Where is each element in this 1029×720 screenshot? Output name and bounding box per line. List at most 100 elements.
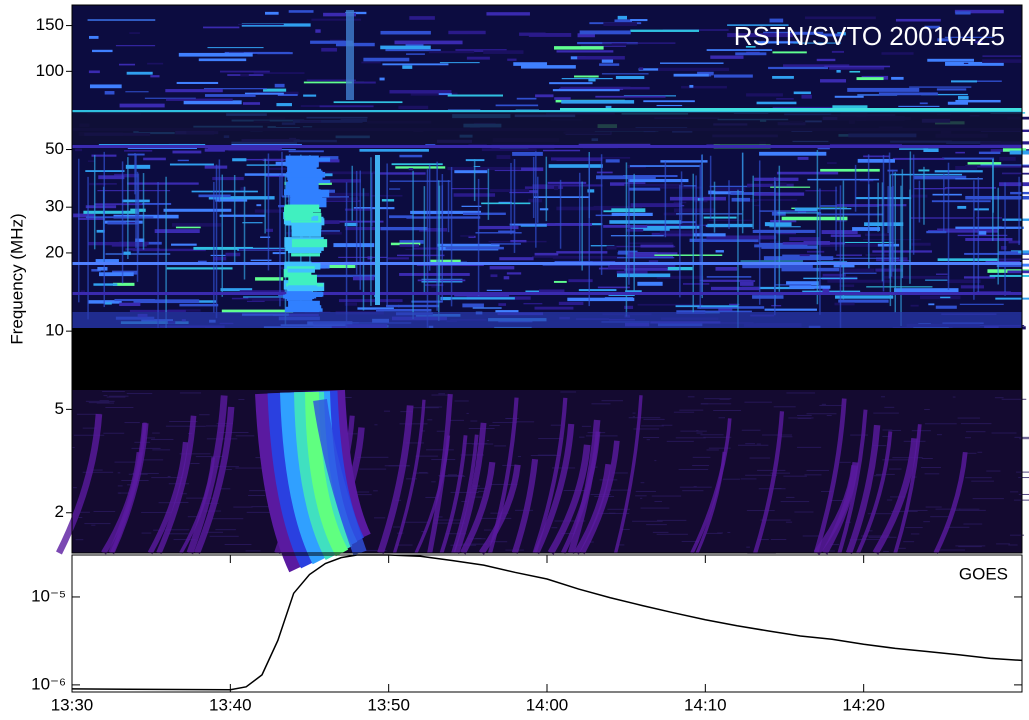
texture xyxy=(967,162,1002,165)
texture xyxy=(397,46,421,49)
texture xyxy=(630,29,700,32)
texture xyxy=(440,296,451,301)
texture xyxy=(251,299,300,302)
texture xyxy=(816,150,819,305)
texture xyxy=(219,70,270,73)
burst xyxy=(346,10,354,100)
texture xyxy=(406,216,481,219)
texture xyxy=(617,257,675,259)
texture xyxy=(894,172,897,313)
texture xyxy=(693,233,726,237)
texture xyxy=(578,172,581,265)
texture xyxy=(770,186,811,188)
texture xyxy=(914,175,967,180)
texture xyxy=(974,40,983,44)
texture xyxy=(588,541,594,543)
texture xyxy=(438,180,440,321)
texture xyxy=(492,421,517,423)
texture xyxy=(193,246,253,250)
texture xyxy=(628,242,673,245)
texture xyxy=(967,452,977,454)
texture xyxy=(486,289,502,291)
texture xyxy=(873,412,899,414)
texture xyxy=(213,256,227,261)
texture xyxy=(72,262,1022,265)
texture xyxy=(554,186,559,191)
texture xyxy=(166,267,233,270)
texture xyxy=(103,151,106,308)
texture xyxy=(503,276,510,280)
texture xyxy=(78,217,106,220)
burst xyxy=(284,214,312,221)
texture xyxy=(646,439,650,441)
texture xyxy=(979,258,1029,260)
texture xyxy=(531,255,563,258)
texture xyxy=(1018,176,1020,245)
texture xyxy=(700,154,703,297)
texture xyxy=(131,447,161,449)
texture xyxy=(976,216,1003,219)
texture xyxy=(654,460,657,462)
texture xyxy=(746,510,775,512)
texture xyxy=(611,43,627,46)
texture xyxy=(889,496,906,498)
texture xyxy=(770,472,791,474)
texture xyxy=(248,297,298,300)
texture xyxy=(643,100,695,103)
texture xyxy=(697,71,714,76)
texture xyxy=(83,210,140,214)
texture xyxy=(351,165,353,221)
texture xyxy=(462,303,484,308)
texture xyxy=(999,156,1016,161)
gap xyxy=(72,328,1022,390)
texture xyxy=(759,242,789,246)
texture xyxy=(681,540,700,542)
texture xyxy=(992,159,994,241)
texture xyxy=(579,436,585,438)
type-iii-burst xyxy=(414,435,451,554)
texture xyxy=(295,197,359,201)
texture xyxy=(178,52,253,57)
texture xyxy=(965,431,986,433)
texture xyxy=(955,545,986,547)
texture xyxy=(225,469,232,471)
texture xyxy=(890,186,893,277)
texture xyxy=(395,166,446,169)
texture xyxy=(895,18,941,22)
texture xyxy=(498,230,516,234)
texture xyxy=(426,449,454,451)
texture xyxy=(506,272,522,275)
texture xyxy=(820,490,832,492)
burst xyxy=(287,245,322,254)
texture xyxy=(489,483,518,485)
texture xyxy=(389,180,451,182)
texture xyxy=(835,295,894,299)
texture xyxy=(568,279,593,283)
texture xyxy=(872,445,887,447)
texture xyxy=(127,147,197,149)
texture xyxy=(505,417,512,419)
texture xyxy=(431,481,436,483)
texture xyxy=(409,16,435,20)
texture xyxy=(96,183,117,185)
texture xyxy=(911,430,931,432)
texture xyxy=(91,524,96,526)
texture xyxy=(924,473,940,475)
texture xyxy=(431,394,450,396)
type-iii-burst xyxy=(837,409,868,554)
y-tick-label: 2 xyxy=(55,502,64,521)
texture xyxy=(819,404,842,406)
texture xyxy=(770,220,797,223)
texture xyxy=(198,58,247,62)
texture xyxy=(797,417,812,419)
y-tick-label: 5 xyxy=(55,399,64,418)
texture xyxy=(249,490,275,492)
texture xyxy=(703,436,732,438)
texture xyxy=(115,45,156,47)
texture xyxy=(832,105,868,108)
texture xyxy=(1009,150,1029,155)
texture xyxy=(762,434,792,436)
texture xyxy=(72,112,1022,144)
texture xyxy=(937,38,952,42)
texture xyxy=(861,535,890,537)
